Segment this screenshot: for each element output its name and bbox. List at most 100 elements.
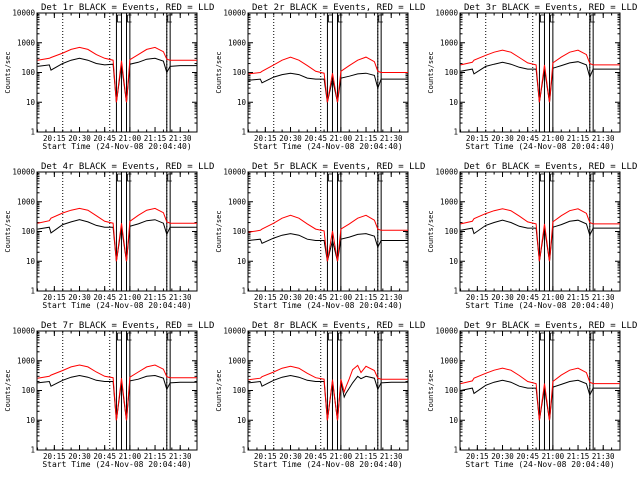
- x-tick-label: 20:30: [491, 134, 514, 143]
- data-gap-box: [377, 171, 382, 292]
- x-tick-label: 21:00: [119, 134, 142, 143]
- series-line-lld: [37, 207, 197, 262]
- y-tick-label: 1000: [17, 38, 36, 47]
- y-tick-label: 1: [241, 446, 246, 455]
- x-axis-label: Start Time (24-Nov-08 20:04:40): [42, 460, 191, 469]
- attenuator-flag: [550, 173, 555, 182]
- y-tick-label: 100: [232, 68, 246, 77]
- y-axis-label: Counts/sec: [4, 369, 12, 411]
- y-tick-label: 1000: [440, 197, 459, 206]
- series-line-events: [248, 72, 408, 103]
- y-tick-label: 100: [21, 227, 35, 236]
- attenuator-flag: [127, 332, 132, 341]
- x-tick-label: 20:30: [279, 134, 302, 143]
- attenuator-flag: [338, 173, 343, 182]
- attenuator-flag: [117, 173, 122, 182]
- plot-frame: [247, 171, 409, 292]
- series-line-lld: [248, 56, 408, 103]
- x-tick-label: 21:15: [567, 134, 590, 143]
- x-axis-label: Start Time (24-Nov-08 20:04:40): [253, 142, 402, 151]
- x-tick-label: 20:15: [43, 293, 66, 302]
- detector-panel-8: Det 8r BLACK = Events, RED = LLD 1 10 100 10…: [215, 321, 425, 469]
- plot-frame: [36, 171, 198, 292]
- series-line-lld: [460, 49, 620, 103]
- x-tick-label: 21:15: [144, 452, 167, 461]
- x-tick-label: 21:00: [330, 134, 353, 143]
- y-axis-label: Counts/sec: [427, 51, 435, 93]
- detector-panel-6: Det 6r BLACK = Events, RED = LLD 1 10 100 10…: [427, 162, 637, 310]
- panel-title: Det 7r BLACK = Events, RED = LLD: [41, 321, 214, 331]
- x-tick-label: 20:30: [279, 452, 302, 461]
- plot-frame: [459, 12, 621, 133]
- attenuator-flag: [590, 14, 595, 23]
- y-tick-label: 10: [449, 98, 459, 107]
- attenuator-flag: [117, 14, 122, 23]
- panel-title: Det 8r BLACK = Events, RED = LLD: [252, 321, 425, 331]
- x-tick-label: 21:00: [542, 293, 565, 302]
- attenuator-flag: [378, 173, 383, 182]
- data-gap-box: [115, 12, 122, 133]
- y-tick-label: 10000: [12, 9, 35, 18]
- panel-title: Det 3r BLACK = Events, RED = LLD: [464, 3, 637, 13]
- y-tick-label: 1: [30, 287, 35, 296]
- x-tick-label: 21:00: [542, 452, 565, 461]
- panel-title: Det 4r BLACK = Events, RED = LLD: [41, 162, 214, 172]
- series-line-lld: [460, 208, 620, 262]
- y-tick-label: 100: [444, 68, 458, 77]
- attenuator-flag: [550, 14, 555, 23]
- y-tick-label: 10000: [12, 327, 35, 336]
- y-tick-label: 10: [237, 98, 247, 107]
- data-gap-box: [326, 171, 333, 292]
- detector-panel-1: Det 1r BLACK = Events, RED = LLD 1 10 100 10…: [4, 3, 214, 151]
- y-tick-label: 100: [444, 386, 458, 395]
- y-tick-label: 10000: [223, 9, 246, 18]
- x-axis-label: Start Time (24-Nov-08 20:04:40): [253, 301, 402, 310]
- x-tick-label: 21:00: [542, 134, 565, 143]
- detector-panel-9: Det 9r BLACK = Events, RED = LLD 1 10 100 10…: [427, 321, 637, 469]
- x-tick-label: 21:00: [330, 452, 353, 461]
- y-tick-label: 1000: [440, 38, 459, 47]
- data-gap-box: [326, 12, 333, 133]
- y-tick-label: 100: [232, 386, 246, 395]
- attenuator-flag: [540, 14, 545, 23]
- x-tick-label: 20:45: [516, 134, 539, 143]
- y-tick-label: 1000: [228, 197, 247, 206]
- series-line-lld: [248, 214, 408, 262]
- data-gap-box: [115, 171, 122, 292]
- y-tick-label: 10000: [12, 168, 35, 177]
- x-tick-label: 21:30: [380, 293, 403, 302]
- x-tick-label: 21:30: [592, 293, 615, 302]
- x-tick-label: 20:15: [254, 134, 277, 143]
- x-tick-label: 21:30: [169, 452, 192, 461]
- x-tick-label: 21:15: [355, 134, 378, 143]
- x-axis-label: Start Time (24-Nov-08 20:04:40): [42, 142, 191, 151]
- series-line-lld: [37, 46, 197, 103]
- panel-title: Det 5r BLACK = Events, RED = LLD: [252, 162, 425, 172]
- y-axis-label: Counts/sec: [427, 210, 435, 252]
- y-tick-label: 100: [21, 68, 35, 77]
- x-tick-label: 21:30: [380, 134, 403, 143]
- x-tick-label: 20:45: [93, 452, 116, 461]
- y-tick-label: 10: [237, 416, 247, 425]
- y-tick-label: 100: [444, 227, 458, 236]
- x-tick-label: 20:30: [279, 293, 302, 302]
- attenuator-flag: [167, 173, 172, 182]
- data-gap-box: [126, 12, 131, 133]
- y-tick-label: 1000: [17, 356, 36, 365]
- series-line-lld: [248, 364, 408, 421]
- x-tick-label: 20:30: [68, 293, 91, 302]
- data-gap-box: [326, 330, 333, 451]
- y-axis-label: Counts/sec: [215, 210, 223, 252]
- y-tick-label: 10000: [435, 9, 458, 18]
- x-tick-label: 21:15: [144, 134, 167, 143]
- x-tick-label: 21:00: [119, 293, 142, 302]
- detector-panel-3: Det 3r BLACK = Events, RED = LLD 1 10 100 10…: [427, 3, 637, 151]
- y-tick-label: 1: [30, 128, 35, 137]
- data-gap-box: [589, 12, 594, 133]
- attenuator-flag: [378, 332, 383, 341]
- x-tick-label: 20:45: [93, 134, 116, 143]
- y-tick-label: 10: [237, 257, 247, 266]
- x-tick-label: 20:15: [254, 293, 277, 302]
- detector-panel-7: Det 7r BLACK = Events, RED = LLD 1 10 100 10…: [4, 321, 214, 469]
- detector-panel-2: Det 2r BLACK = Events, RED = LLD 1 10 100 10…: [215, 3, 425, 151]
